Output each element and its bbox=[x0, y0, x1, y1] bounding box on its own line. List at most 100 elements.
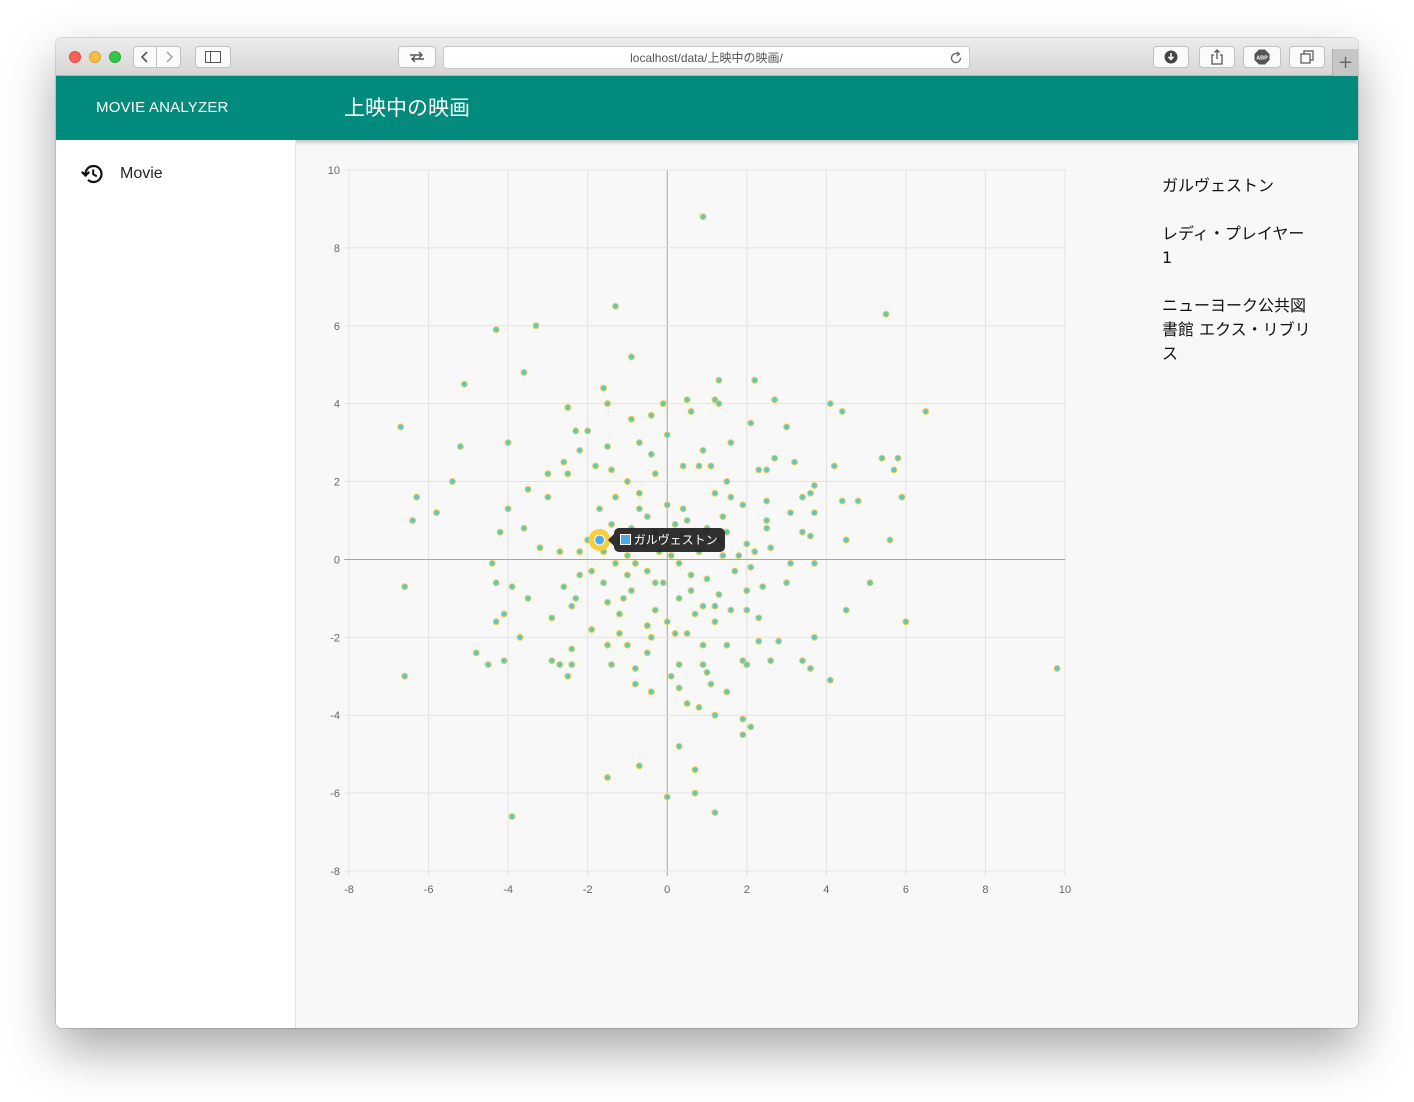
scatter-point[interactable] bbox=[643, 622, 651, 630]
scatter-point[interactable] bbox=[643, 567, 651, 575]
scatter-point[interactable] bbox=[886, 536, 894, 544]
scatter-point[interactable] bbox=[675, 661, 683, 669]
scatter-point[interactable] bbox=[564, 470, 572, 478]
scatter-point[interactable] bbox=[627, 587, 635, 595]
scatter-point[interactable] bbox=[743, 606, 751, 614]
scatter-point[interactable] bbox=[719, 513, 727, 521]
scatter-point[interactable] bbox=[683, 396, 691, 404]
scatter-point[interactable] bbox=[608, 661, 616, 669]
scatter-point[interactable] bbox=[759, 583, 767, 591]
scatter-point[interactable] bbox=[651, 606, 659, 614]
scatter-point[interactable] bbox=[635, 505, 643, 513]
reload-icon[interactable] bbox=[949, 51, 963, 65]
scatter-point[interactable] bbox=[397, 423, 405, 431]
scatter-point[interactable] bbox=[564, 672, 572, 680]
scatter-point[interactable] bbox=[775, 637, 783, 645]
minimize-window-button[interactable] bbox=[89, 51, 101, 63]
scatter-point[interactable] bbox=[755, 466, 763, 474]
scatter-point[interactable] bbox=[894, 454, 902, 462]
scatter-point[interactable] bbox=[719, 552, 727, 560]
scatter-point[interactable] bbox=[715, 376, 723, 384]
scatter-point[interactable] bbox=[401, 583, 409, 591]
close-window-button[interactable] bbox=[69, 51, 81, 63]
scatter-point[interactable] bbox=[659, 400, 667, 408]
scatter-point[interactable] bbox=[568, 645, 576, 653]
scatter-point[interactable] bbox=[687, 587, 695, 595]
scatter-point[interactable] bbox=[588, 567, 596, 575]
sidebar-item-movie[interactable]: Movie bbox=[56, 154, 295, 194]
scatter-point[interactable] bbox=[739, 501, 747, 509]
scatter-point[interactable] bbox=[647, 633, 655, 641]
scatter-point[interactable] bbox=[763, 466, 771, 474]
scatter-point[interactable] bbox=[456, 443, 464, 451]
scatter-point[interactable] bbox=[763, 497, 771, 505]
scatter-point[interactable] bbox=[699, 446, 707, 454]
scatter-point[interactable] bbox=[767, 657, 775, 665]
scatter-point[interactable] bbox=[608, 520, 616, 528]
scatter-point[interactable] bbox=[623, 641, 631, 649]
scatter-point[interactable] bbox=[604, 598, 612, 606]
scatter-point[interactable] bbox=[635, 762, 643, 770]
scatter-point[interactable] bbox=[401, 672, 409, 680]
scatter-point[interactable] bbox=[755, 637, 763, 645]
scatter-point[interactable] bbox=[508, 583, 516, 591]
scatter-point[interactable] bbox=[723, 478, 731, 486]
scatter-point[interactable] bbox=[787, 559, 795, 567]
scatter-point[interactable] bbox=[798, 528, 806, 536]
movie-list-item[interactable]: ニューヨーク公共図書館 エクス・リブリス bbox=[1162, 296, 1311, 363]
scatter-point[interactable] bbox=[604, 400, 612, 408]
scatter-point[interactable] bbox=[747, 563, 755, 571]
scatter-point[interactable] bbox=[679, 462, 687, 470]
scatter-point[interactable] bbox=[608, 466, 616, 474]
scatter-point[interactable] bbox=[604, 641, 612, 649]
scatter-point[interactable] bbox=[631, 664, 639, 672]
scatter-point[interactable] bbox=[711, 618, 719, 626]
scatter-point[interactable] bbox=[711, 602, 719, 610]
scatter-point[interactable] bbox=[492, 579, 500, 587]
scatter-point[interactable] bbox=[727, 493, 735, 501]
scatter-point[interactable] bbox=[755, 614, 763, 622]
scatter-point[interactable] bbox=[842, 536, 850, 544]
scatter-point[interactable] bbox=[763, 524, 771, 532]
scatter-point[interactable] bbox=[842, 606, 850, 614]
scatter-point[interactable] bbox=[691, 766, 699, 774]
scatter-point[interactable] bbox=[572, 594, 580, 602]
share-button[interactable] bbox=[1199, 46, 1235, 68]
scatter-point[interactable] bbox=[520, 369, 528, 377]
scatter-point[interactable] bbox=[615, 629, 623, 637]
scatter-point[interactable] bbox=[747, 419, 755, 427]
scatter-point[interactable] bbox=[516, 633, 524, 641]
scatter-point[interactable] bbox=[711, 809, 719, 817]
scatter-point[interactable] bbox=[695, 703, 703, 711]
scatter-point[interactable] bbox=[623, 478, 631, 486]
new-tab-button[interactable]: + bbox=[1332, 49, 1358, 76]
scatter-point[interactable] bbox=[600, 384, 608, 392]
scatter-point[interactable] bbox=[715, 590, 723, 598]
scatter-point[interactable] bbox=[806, 489, 814, 497]
adblock-button[interactable]: ABP bbox=[1243, 46, 1281, 68]
scatter-point[interactable] bbox=[663, 793, 671, 801]
scatter-point[interactable] bbox=[699, 213, 707, 221]
scatter-point[interactable] bbox=[627, 353, 635, 361]
scatter-point[interactable] bbox=[544, 493, 552, 501]
scatter-point[interactable] bbox=[635, 439, 643, 447]
scatter-point[interactable] bbox=[675, 742, 683, 750]
scatter-point[interactable] bbox=[826, 676, 834, 684]
scatter-point[interactable] bbox=[619, 594, 627, 602]
scatter-point[interactable] bbox=[711, 489, 719, 497]
scatter-point[interactable] bbox=[663, 431, 671, 439]
scatter-point[interactable] bbox=[743, 587, 751, 595]
scatter-point[interactable] bbox=[806, 664, 814, 672]
scatter-point[interactable] bbox=[798, 493, 806, 501]
scatter-point[interactable] bbox=[810, 509, 818, 517]
scatter-point[interactable] bbox=[560, 458, 568, 466]
scatter-point[interactable] bbox=[683, 517, 691, 524]
scatter-point[interactable] bbox=[488, 559, 496, 567]
scatter-point[interactable] bbox=[783, 579, 791, 587]
scatter-point[interactable] bbox=[612, 559, 620, 567]
scatter-point[interactable] bbox=[496, 528, 504, 536]
scatter-point[interactable] bbox=[532, 322, 540, 330]
scatter-point[interactable] bbox=[623, 552, 631, 560]
downloads-button[interactable] bbox=[1153, 46, 1189, 68]
scatter-point[interactable] bbox=[448, 478, 456, 486]
